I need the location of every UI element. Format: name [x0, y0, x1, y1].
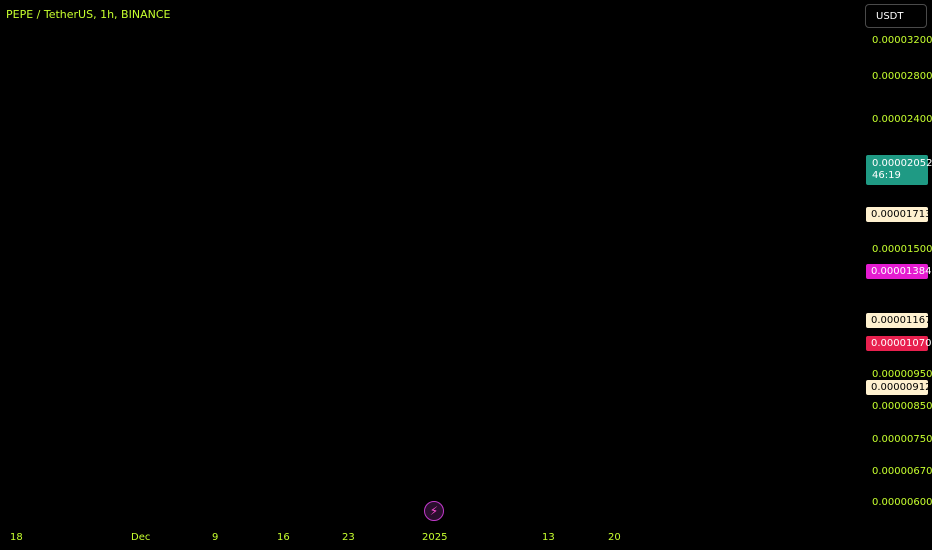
level-tag: 0.00001713	[866, 207, 931, 222]
current-price-value: 0.00002052	[872, 158, 932, 169]
level-tag: 0.00001167	[866, 313, 931, 328]
date-tick: 16	[277, 532, 290, 543]
date-tick: 23	[342, 532, 355, 543]
date-tick: 13	[542, 532, 555, 543]
price-tick: 0.00000950	[872, 369, 932, 380]
level-tag: 0.00001070	[866, 336, 931, 351]
date-tick: 2025	[422, 532, 448, 543]
price-tick: 0.00002400	[872, 114, 932, 125]
date-tick: Dec	[131, 532, 151, 543]
price-tick: 0.00000750	[872, 434, 932, 445]
date-tick: 9	[212, 532, 219, 543]
price-tick: 0.00003200	[872, 35, 932, 46]
level-tag: 0.00001384	[866, 264, 931, 279]
lightning-icon[interactable]: ⚡	[424, 501, 444, 521]
price-tick: 0.00000850	[872, 401, 932, 412]
price-tick: 0.00000600	[872, 497, 932, 508]
level-tag: 0.00000912	[866, 380, 931, 395]
currency-button[interactable]: USDT	[865, 4, 927, 28]
price-tick: 0.00002800	[872, 71, 932, 82]
date-tick: 18	[10, 532, 23, 543]
current-price-tag: 0.00002052 46:19	[866, 155, 932, 185]
date-tick: 20	[608, 532, 621, 543]
bar-countdown: 46:19	[872, 170, 901, 181]
price-tick: 0.00000670	[872, 466, 932, 477]
symbol-title: PEPE / TetherUS, 1h, BINANCE	[6, 8, 171, 21]
price-tick: 0.00001500	[872, 244, 932, 255]
